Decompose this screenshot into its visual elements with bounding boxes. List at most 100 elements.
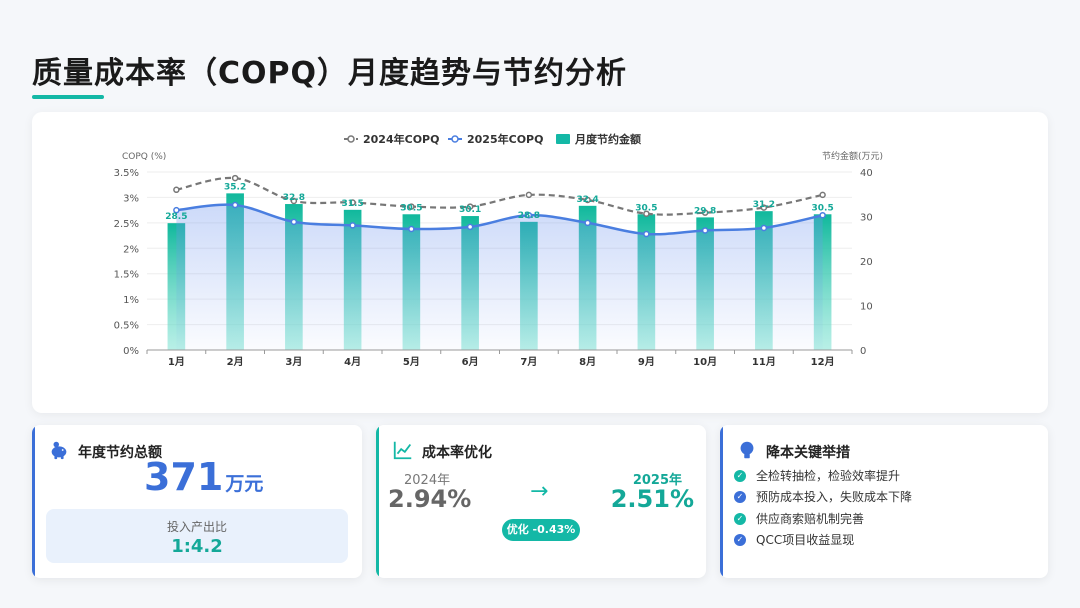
x-tick-label: 7月 bbox=[520, 356, 537, 368]
copq-2024-point bbox=[290, 197, 298, 205]
x-tick-label: 12月 bbox=[811, 356, 835, 368]
total-savings-value: 371 万元 bbox=[144, 455, 263, 499]
optimization-badge: 优化 -0.43% bbox=[502, 519, 580, 541]
copq-2025-line bbox=[176, 203, 823, 236]
chart-card: 0% 0.5% 1% 1.5% 2% 2.5% 3% 3.5% 0 10 20 30 40 COPQ (%… bbox=[32, 112, 1048, 413]
trend-chart-icon bbox=[393, 441, 412, 460]
year-after: 2025年 bbox=[632, 473, 682, 488]
left-tick-label: 1% bbox=[123, 295, 139, 306]
roi-label: 投入产出比 bbox=[166, 520, 227, 534]
copq-2025-point bbox=[408, 225, 415, 233]
piggy-bank-icon bbox=[51, 441, 67, 460]
x-tick-label: 9月 bbox=[638, 356, 655, 368]
right-tick-label: 10 bbox=[860, 302, 873, 313]
left-tick-label: 0.5% bbox=[114, 321, 139, 332]
bar-value-label: 30.5 bbox=[400, 203, 422, 213]
x-tick-label: 10月 bbox=[693, 356, 717, 368]
right-axis-title: 节约金额(万元) bbox=[822, 150, 883, 162]
bar-value-label: 35.2 bbox=[224, 182, 246, 192]
lightbulb-icon bbox=[740, 441, 754, 459]
x-tick-label: 11月 bbox=[752, 356, 776, 368]
card-accent bbox=[32, 425, 35, 578]
left-axis-title: COPQ (%) bbox=[122, 152, 166, 162]
copq-2025-point bbox=[819, 211, 826, 219]
copq-2025-point bbox=[525, 211, 533, 219]
year-before: 2024年 bbox=[404, 473, 451, 488]
rate-before: 2.94% bbox=[388, 485, 472, 513]
roi-value: 1:4.2 bbox=[171, 536, 223, 557]
bar-value-label: 30.5 bbox=[635, 203, 657, 213]
copq-2024-point bbox=[408, 203, 415, 210]
card-accent bbox=[376, 425, 379, 578]
x-tick-label: 4月 bbox=[344, 356, 361, 368]
copq-2024-point bbox=[525, 191, 533, 199]
copq-2025-point bbox=[466, 223, 474, 231]
left-tick-label: 2% bbox=[123, 244, 139, 255]
legend-2025-marker bbox=[451, 135, 459, 143]
copq-2025-point bbox=[584, 219, 591, 227]
check-icon: ✓ bbox=[734, 491, 746, 503]
right-tick-label: 30 bbox=[860, 213, 873, 224]
legend-bar-label: 月度节约金额 bbox=[574, 132, 641, 146]
bar-value-label: 31.5 bbox=[342, 199, 364, 209]
left-tick-label: 3% bbox=[123, 193, 139, 204]
bar-value-label: 32.8 bbox=[283, 193, 305, 203]
legend-bar-swatch bbox=[556, 134, 570, 144]
copq-2024-line bbox=[176, 176, 823, 216]
check-icon: ✓ bbox=[734, 534, 746, 546]
x-tick-label: 5月 bbox=[403, 356, 420, 368]
x-tick-label: 2月 bbox=[227, 356, 244, 368]
x-tick-label: 8月 bbox=[579, 356, 596, 368]
copq-2024-point bbox=[643, 210, 650, 217]
savings-card: 年度节约总额 371 万元 投入产出比 1:4.2 bbox=[32, 425, 362, 578]
copq-2024-point bbox=[701, 209, 709, 216]
measures-card: 降本关键举措 ✓ 全检转抽检，检验效率提升 ✓ 预防成本投入，失败成本下降 ✓ … bbox=[720, 425, 1048, 578]
x-tick-label: 6月 bbox=[462, 356, 479, 368]
copq-2025-point bbox=[349, 222, 356, 229]
copq-chart: 0% 0.5% 1% 1.5% 2% 2.5% 3% 3.5% 0 10 20 30 40 COPQ (%… bbox=[114, 132, 883, 368]
card-accent bbox=[720, 425, 723, 578]
savings-number: 371 bbox=[144, 455, 224, 499]
savings-card-title: 年度节约总额 bbox=[78, 445, 162, 461]
copq-2025-point bbox=[231, 201, 239, 209]
bar-value-label: 30.1 bbox=[459, 205, 481, 215]
arrow-right-icon: → bbox=[530, 479, 549, 504]
rate-card: 成本率优化 2024年 2.94% → 2025年 2.51% 优化 -0.43… bbox=[376, 425, 706, 578]
page-title: 质量成本率（COPQ）月度趋势与节约分析 bbox=[32, 56, 628, 91]
copq-2025-point bbox=[643, 230, 650, 238]
legend-2025-label: 2025年COPQ bbox=[467, 132, 543, 146]
right-tick-label: 40 bbox=[860, 168, 873, 179]
title-underline bbox=[32, 95, 104, 99]
copq-2024-point bbox=[819, 191, 826, 199]
copq-2025-point bbox=[290, 218, 298, 226]
left-tick-label: 2.5% bbox=[114, 219, 139, 230]
copq-2024-point bbox=[466, 203, 474, 210]
bar-value-label: 29.8 bbox=[694, 206, 716, 216]
left-tick-label: 1.5% bbox=[114, 270, 139, 281]
bar-value-label: 32.4 bbox=[577, 195, 599, 205]
bar-value-label: 31.2 bbox=[753, 200, 775, 210]
copq-2024-point bbox=[760, 204, 768, 211]
copq-2024-point bbox=[584, 196, 591, 204]
measure-text: 全检转抽检，检验效率提升 bbox=[756, 469, 901, 483]
legend-2024-label: 2024年COPQ bbox=[363, 132, 439, 146]
x-tick-label: 3月 bbox=[285, 356, 302, 368]
right-tick-label: 0 bbox=[860, 346, 866, 357]
copq-2025-point bbox=[701, 227, 709, 234]
right-tick-label: 20 bbox=[860, 257, 873, 268]
measure-text: QCC项目收益显现 bbox=[756, 533, 855, 547]
left-tick-label: 0% bbox=[123, 346, 139, 357]
copq-2025-point bbox=[173, 206, 180, 214]
copq-2025-point bbox=[760, 224, 768, 232]
rate-card-title: 成本率优化 bbox=[422, 445, 492, 461]
check-icon: ✓ bbox=[734, 513, 746, 525]
legend-2024-marker bbox=[347, 135, 355, 143]
copq-2024-point bbox=[231, 174, 239, 182]
x-tick-label: 1月 bbox=[168, 356, 185, 368]
savings-unit: 万元 bbox=[225, 473, 264, 495]
copq-2024-point bbox=[173, 186, 180, 194]
left-tick-label: 3.5% bbox=[114, 168, 139, 179]
bar-value-label: 30.5 bbox=[812, 203, 834, 213]
roi-box: 投入产出比 1:4.2 bbox=[46, 509, 348, 563]
copq-2024-point bbox=[349, 199, 356, 206]
